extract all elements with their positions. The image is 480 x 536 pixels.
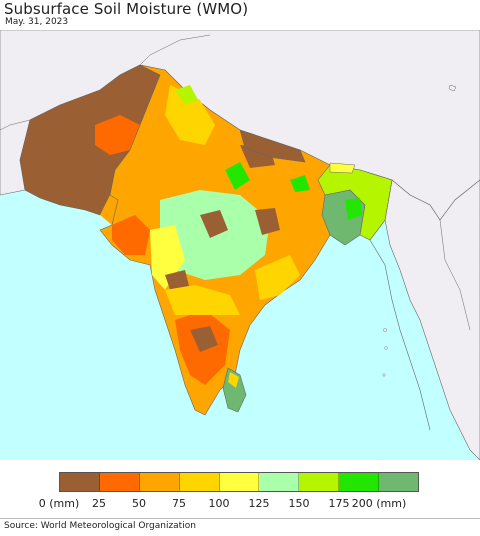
patch-yellow-east-coast — [255, 255, 300, 300]
source-credit: Source: World Meteorological Organizatio… — [4, 521, 196, 531]
foreign-land-east — [384, 179, 480, 460]
legend-tick-label: 200 (mm) — [351, 497, 407, 510]
legend-tick-label: 50 — [132, 497, 146, 510]
legend-swatch — [259, 473, 300, 491]
patch-yellow-south — [165, 285, 240, 315]
legend-tick-label: 150 — [288, 497, 310, 510]
region-nepal — [239, 129, 306, 163]
patch-green-east — [225, 162, 250, 190]
legend-swatch — [139, 473, 180, 491]
legend-swatch — [99, 473, 140, 491]
legend-swatch — [179, 473, 220, 491]
legend-color-bar — [59, 472, 419, 492]
map-title: Subsurface Soil Moisture (WMO) — [4, 0, 249, 18]
legend-tick-label: 175 — [328, 497, 350, 510]
pakistan-orange-patch — [95, 115, 140, 155]
legend-swatch — [219, 473, 260, 491]
tibet-inner-border — [0, 34, 471, 331]
region-bhutan — [329, 162, 356, 174]
patch-green-ne — [345, 198, 362, 220]
legend-tick-label: 75 — [172, 497, 186, 510]
legend-swatch — [339, 473, 380, 491]
legend-tick-label: 0 (mm) — [38, 497, 80, 510]
patch-brown-central-2 — [255, 208, 280, 235]
map-date: May. 31, 2023 — [5, 17, 69, 27]
legend-swatch — [60, 473, 100, 491]
patch-yellow-central — [150, 225, 185, 290]
patch-green-kashmir — [175, 85, 198, 105]
myanmar-coast — [369, 239, 431, 431]
soil-moisture-map — [0, 30, 480, 460]
legend-tick-label: 125 — [248, 497, 270, 510]
patch-yellow-north — [165, 85, 215, 145]
patch-green-east-2 — [290, 175, 310, 192]
sri-lanka-dry-patch — [228, 372, 239, 388]
legend-swatch — [299, 473, 340, 491]
andaman-island — [382, 373, 386, 377]
region-northeast — [317, 164, 393, 241]
andaman-island — [384, 346, 388, 350]
legend-swatch — [379, 473, 419, 491]
patch-brown-south — [190, 326, 218, 352]
footer-divider — [0, 518, 480, 519]
patch-brown-central-1 — [200, 210, 228, 238]
legend-tick-label: 100 — [208, 497, 230, 510]
andaman-island — [383, 328, 387, 332]
legend-tick-label: 25 — [92, 497, 106, 510]
patch-orange-gujarat — [112, 215, 150, 255]
